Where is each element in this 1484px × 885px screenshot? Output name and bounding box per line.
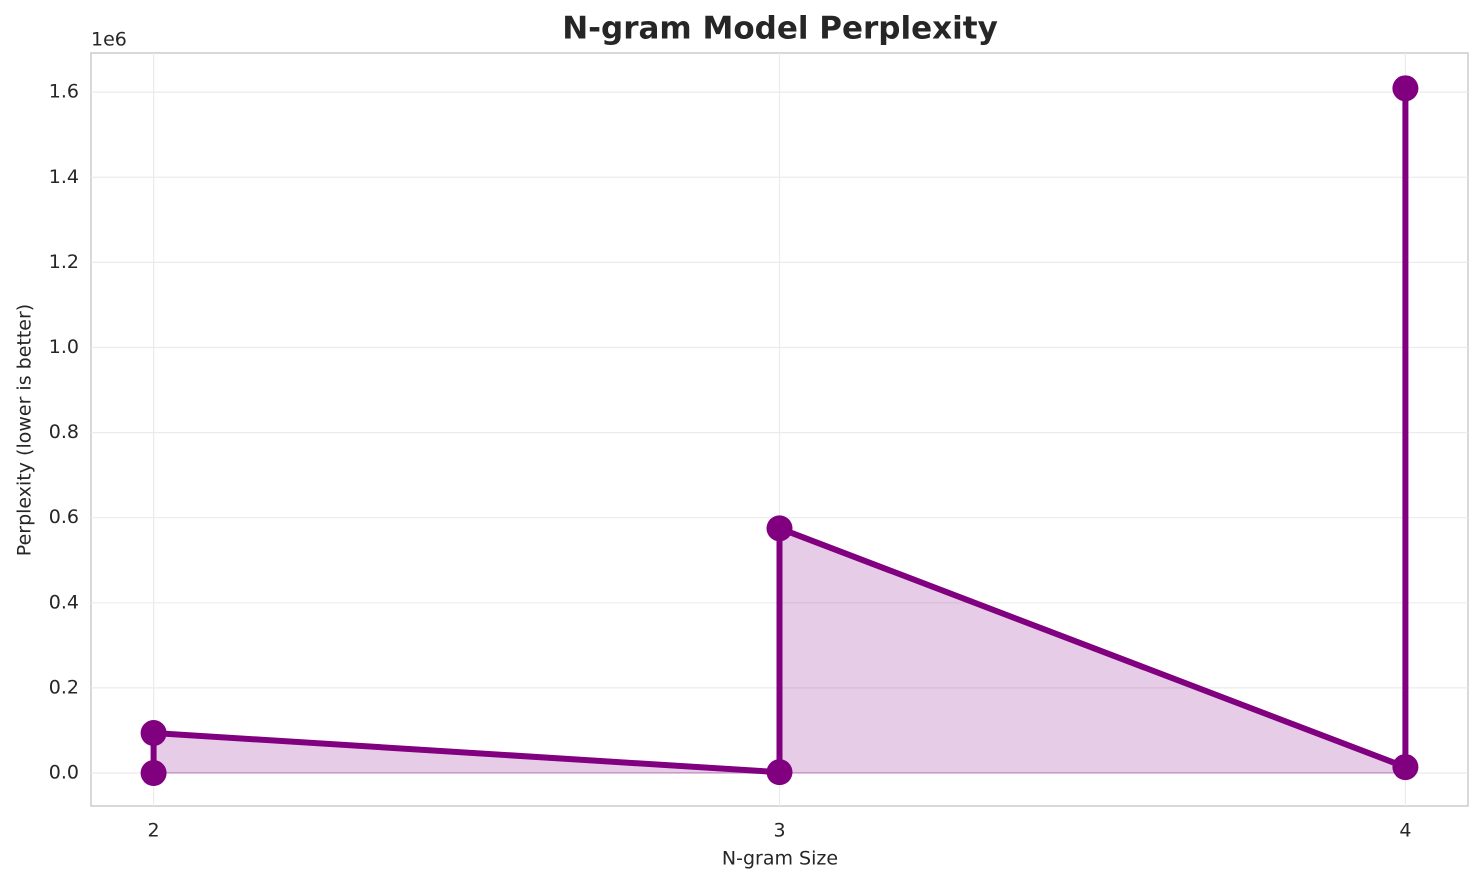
marker (140, 720, 167, 747)
y-offset-label: 1e6 (91, 29, 127, 51)
marker (766, 515, 793, 542)
y-tick-label: 1.4 (49, 166, 79, 188)
y-tick-label: 1.6 (49, 81, 79, 103)
x-tick-label: 3 (773, 820, 785, 842)
y-axis-label: Perplexity (lower is better) (14, 304, 36, 556)
x-tick-label: 2 (148, 820, 160, 842)
marker (1392, 754, 1419, 781)
marker (140, 760, 167, 787)
y-tick-label: 0.4 (49, 591, 79, 613)
x-axis-label: N-gram Size (722, 848, 838, 870)
y-tick-label: 0.0 (49, 762, 79, 784)
y-tick-label: 0.2 (49, 676, 79, 698)
y-tick-label: 1.2 (49, 251, 79, 273)
y-tick-label: 0.6 (49, 506, 79, 528)
marker (766, 759, 793, 786)
y-tick-label: 1.0 (49, 336, 79, 358)
marker (1392, 75, 1419, 102)
chart-title: N-gram Model Perplexity (562, 11, 998, 47)
x-tick-label: 4 (1399, 820, 1411, 842)
y-tick-label: 0.8 (49, 421, 79, 443)
